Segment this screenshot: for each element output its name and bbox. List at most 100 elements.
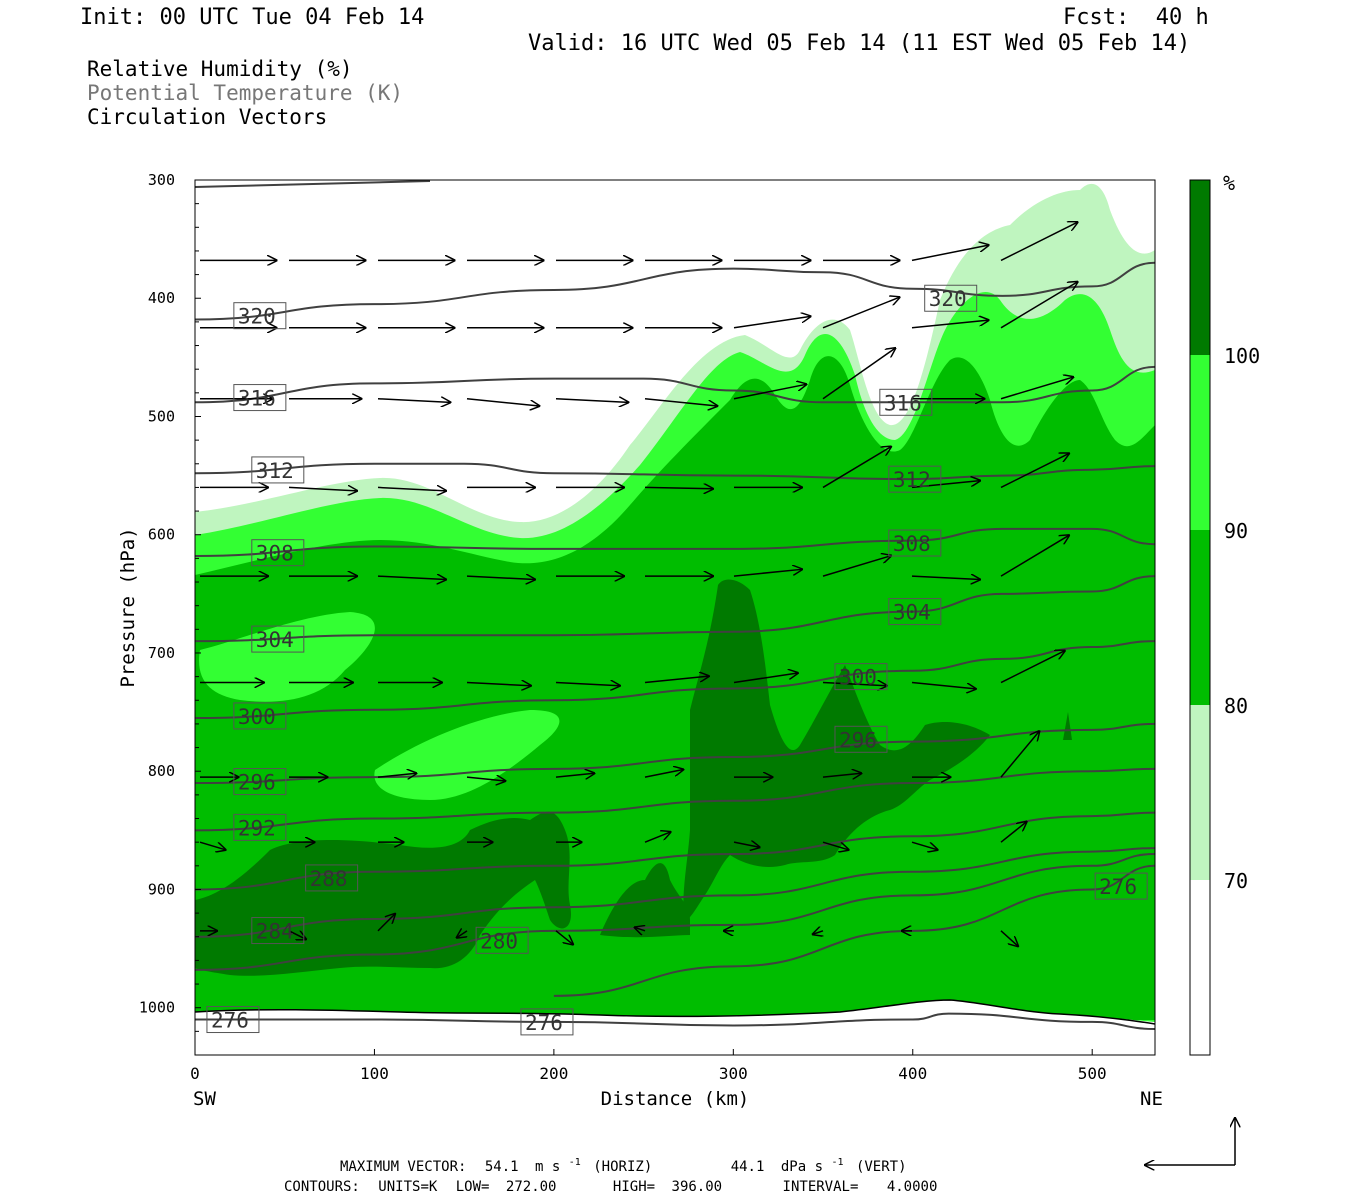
contour-label: 276 (211, 1009, 249, 1033)
circulation-vector (822, 447, 891, 489)
plot-frame (194, 179, 1156, 1056)
contour-label-box (233, 302, 287, 330)
theta-contour-line (195, 261, 1155, 321)
circulation-vector-layer (199, 222, 1078, 946)
circulation-vector (644, 832, 671, 843)
circulation-vector (644, 769, 683, 778)
colorbar-below (1190, 880, 1210, 1055)
footer-vert-value: 44.1 (731, 1159, 765, 1175)
contour-label: 304 (893, 601, 931, 625)
circulation-vector (822, 683, 887, 686)
theta-contour-upper (195, 180, 431, 188)
contour-label: 316 (238, 387, 276, 411)
contour-label: 292 (238, 816, 276, 840)
colorbar-100 (1190, 180, 1210, 355)
circulation-vector (555, 930, 573, 945)
circulation-vector (911, 481, 980, 489)
legend-vectors: Circulation Vectors (87, 105, 328, 129)
contour-label: 320 (238, 305, 276, 329)
circulation-vector (1000, 453, 1069, 489)
circulation-vector (822, 556, 891, 577)
theta-contour-line (195, 767, 1155, 832)
circulation-vector (813, 931, 823, 934)
contour-label-box (888, 598, 942, 626)
theta-contour-line (195, 640, 1155, 720)
circulation-vector (822, 297, 900, 329)
colorbar: % 100 90 80 70 (1189, 171, 1260, 1056)
circulation-vector (377, 576, 446, 579)
contour-label: 300 (839, 666, 877, 690)
y-axis-title: Pressure (hPa) (117, 527, 139, 687)
theta-contour-labels: 320 316 312 308 304 300 296 292 288 284 280 276 276 3… (206, 284, 1148, 1036)
circulation-vector (911, 681, 976, 689)
footer-high-val: 396.00 (672, 1179, 723, 1195)
footer-horiz-unit: m s (535, 1159, 560, 1175)
x-tick-label: 0 (190, 1064, 200, 1083)
footer-horiz-exp: -1 (569, 1157, 581, 1168)
circulation-vector (1000, 731, 1039, 778)
x-tick-label: 200 (539, 1064, 568, 1083)
theta-contour-line (195, 811, 1155, 891)
circulation-vector (1000, 822, 1027, 843)
contour-label: 304 (256, 628, 294, 652)
contour-label-box (251, 539, 305, 567)
y-tick-label: 700 (148, 644, 175, 662)
circulation-vector (733, 384, 806, 400)
colorbar-unit: % (1223, 171, 1235, 195)
circulation-vector (555, 683, 620, 686)
circulation-vector (466, 683, 531, 686)
y-tick-label: 300 (148, 171, 175, 189)
circulation-vector (288, 930, 306, 940)
axes: 0 100 200 300 400 500 300 400 500 600 700 800 900 100… (117, 171, 1163, 1110)
circulation-vector (466, 576, 535, 579)
theta-contour-line (195, 462, 1155, 481)
contour-label-box (834, 663, 888, 691)
circulation-vector (457, 931, 467, 938)
circulation-vector (1000, 222, 1078, 262)
x-tick-label: 300 (719, 1064, 748, 1083)
contour-label-box (879, 388, 933, 416)
contour-label: 308 (256, 542, 294, 566)
surface-line (194, 999, 1156, 1025)
circulation-vector (555, 399, 628, 403)
circulation-vector (377, 487, 446, 490)
theta-contour-layer (195, 261, 1155, 1030)
theta-contour-line (195, 1012, 1155, 1030)
contour-label: 300 (238, 705, 276, 729)
contour-label-box (834, 725, 888, 753)
footer-line1: MAXIMUM VECTOR: 54.1 m s -1 (HORIZ) 44.1… (340, 1153, 907, 1175)
circulation-vector (822, 841, 849, 850)
y-tick-label: 1000 (139, 999, 175, 1017)
contour-label: 320 (929, 287, 967, 311)
below-ground (195, 1000, 1155, 1055)
legend-theta: Potential Temperature (K) (87, 81, 404, 105)
footer-low: LOW= (456, 1179, 490, 1195)
circulation-vector (1000, 930, 1018, 946)
contour-label-box (520, 1008, 574, 1036)
circulation-vector (733, 842, 760, 847)
x-tick-label: 400 (898, 1064, 927, 1083)
footer-high: HIGH= (613, 1179, 655, 1195)
contour-label: 276 (525, 1011, 563, 1035)
theta-contour-line (195, 365, 1155, 404)
colorbar-frame (1189, 179, 1211, 1056)
contour-label-box (206, 1006, 260, 1034)
max-vector-key (1145, 1118, 1235, 1165)
contour-label-box (475, 926, 529, 954)
x-right-label: NE (1140, 1088, 1163, 1110)
contour-label: 312 (893, 468, 931, 492)
circulation-vector (377, 773, 416, 777)
circulation-vector (733, 316, 811, 329)
forecast-hour: Fcst: 40 h (1063, 5, 1209, 30)
circulation-vector (377, 914, 395, 932)
y-tick-label: 900 (148, 880, 175, 898)
circulation-vector (733, 569, 802, 577)
footer-horiz-value: 54.1 (485, 1159, 519, 1175)
contour-label: 288 (310, 867, 348, 891)
circulation-vector (466, 777, 505, 781)
circulation-vector (911, 245, 989, 262)
circulation-vector (1000, 535, 1069, 577)
circulation-vector (644, 487, 713, 488)
circulation-vector (377, 399, 450, 403)
